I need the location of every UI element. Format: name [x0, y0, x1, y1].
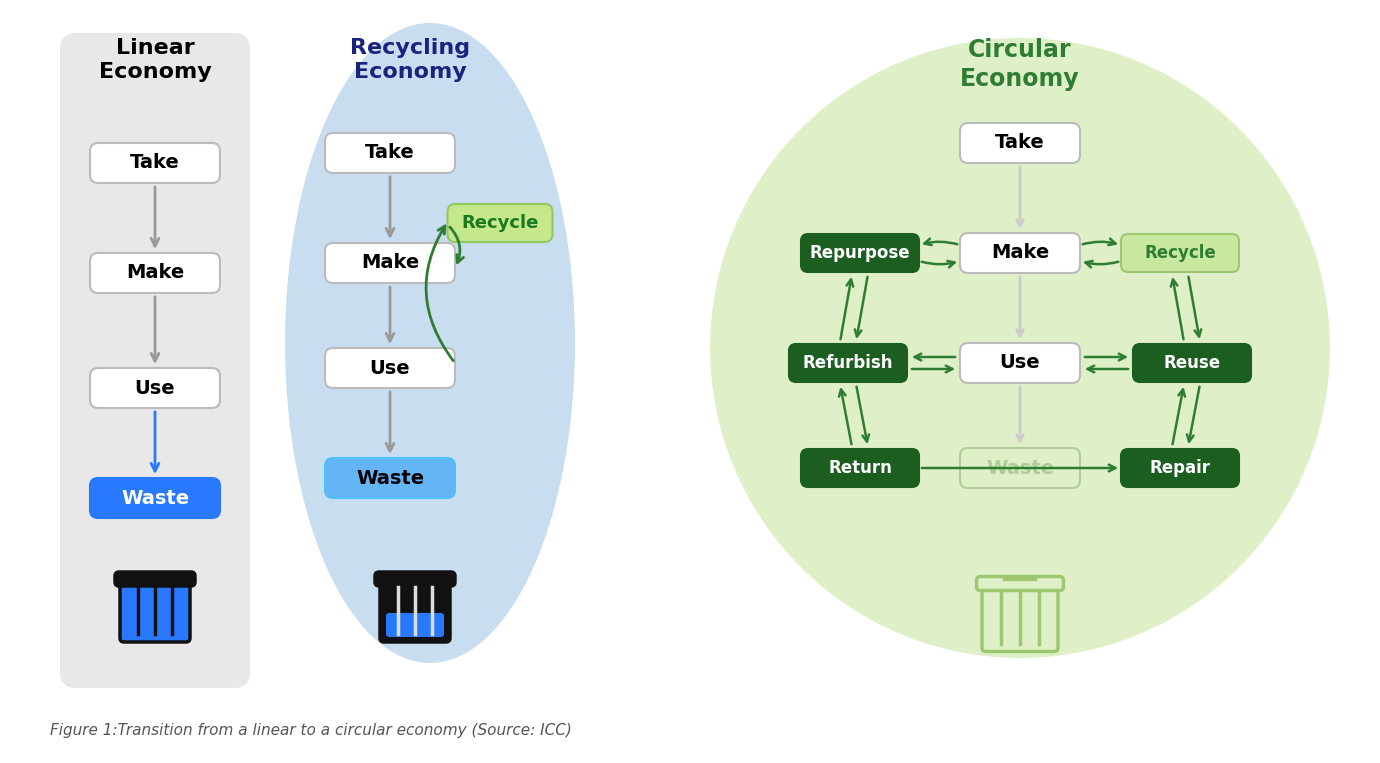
Text: Circular
Economy: Circular Economy	[960, 38, 1079, 91]
FancyBboxPatch shape	[1121, 234, 1239, 272]
Text: Reuse: Reuse	[1163, 354, 1220, 372]
Text: Use: Use	[999, 353, 1041, 372]
Text: Return: Return	[828, 459, 891, 477]
FancyBboxPatch shape	[983, 587, 1058, 652]
FancyBboxPatch shape	[375, 572, 455, 586]
FancyBboxPatch shape	[380, 582, 450, 642]
FancyBboxPatch shape	[960, 123, 1081, 163]
Text: Take: Take	[366, 143, 415, 163]
Text: Refurbish: Refurbish	[803, 354, 893, 372]
FancyBboxPatch shape	[326, 348, 455, 388]
FancyBboxPatch shape	[386, 613, 444, 637]
FancyBboxPatch shape	[960, 343, 1081, 383]
FancyBboxPatch shape	[1121, 449, 1239, 487]
Text: Recycling
Economy: Recycling Economy	[351, 38, 471, 82]
FancyBboxPatch shape	[326, 133, 455, 173]
FancyBboxPatch shape	[1133, 344, 1252, 382]
Text: Take: Take	[995, 134, 1045, 153]
FancyBboxPatch shape	[326, 243, 455, 283]
Text: Make: Make	[991, 243, 1049, 262]
Text: Waste: Waste	[356, 468, 424, 488]
FancyBboxPatch shape	[326, 458, 455, 498]
FancyBboxPatch shape	[977, 577, 1064, 591]
Text: Recycle: Recycle	[1144, 244, 1216, 262]
Text: Linear
Economy: Linear Economy	[98, 38, 211, 82]
Text: Repurpose: Repurpose	[810, 244, 911, 262]
FancyBboxPatch shape	[115, 572, 195, 586]
FancyBboxPatch shape	[960, 233, 1081, 273]
Ellipse shape	[286, 23, 575, 663]
Text: Make: Make	[126, 263, 184, 282]
FancyBboxPatch shape	[800, 234, 919, 272]
Text: Repair: Repair	[1150, 459, 1210, 477]
Text: Use: Use	[370, 359, 410, 378]
FancyBboxPatch shape	[90, 368, 219, 408]
FancyBboxPatch shape	[90, 478, 219, 518]
FancyBboxPatch shape	[90, 143, 219, 183]
Text: Figure 1:Transition from a linear to a circular economy (Source: ICC): Figure 1:Transition from a linear to a c…	[50, 723, 571, 738]
FancyBboxPatch shape	[960, 448, 1081, 488]
FancyBboxPatch shape	[800, 449, 919, 487]
FancyBboxPatch shape	[120, 582, 190, 642]
FancyBboxPatch shape	[447, 204, 552, 242]
Text: Make: Make	[362, 253, 420, 272]
Circle shape	[709, 38, 1330, 658]
Text: Use: Use	[135, 378, 175, 398]
Text: Waste: Waste	[121, 488, 189, 507]
FancyBboxPatch shape	[789, 344, 907, 382]
FancyBboxPatch shape	[90, 253, 219, 293]
Text: Waste: Waste	[985, 459, 1054, 478]
Text: Recycle: Recycle	[461, 214, 538, 232]
FancyBboxPatch shape	[59, 33, 250, 688]
Text: Take: Take	[130, 153, 179, 172]
